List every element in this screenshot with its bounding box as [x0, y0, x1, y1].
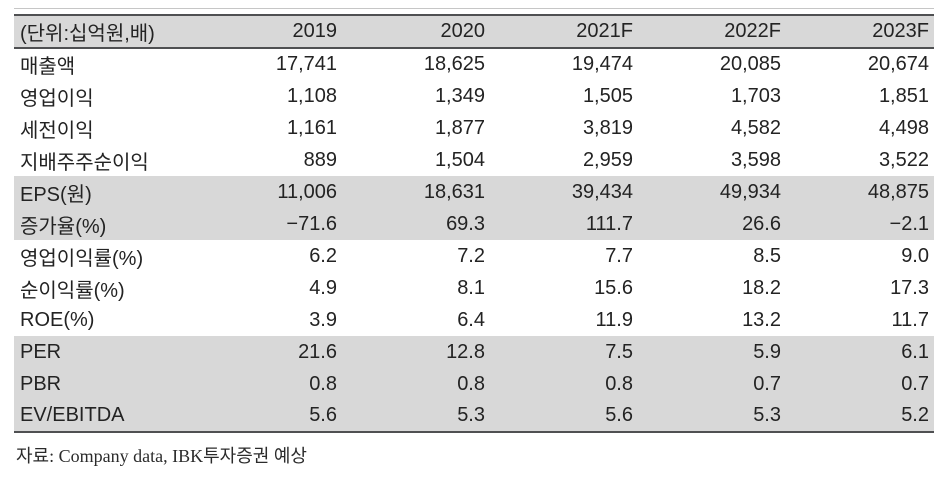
- cell-value: 21.6: [194, 336, 342, 368]
- table-row-operating-margin: 영업이익률(%) 6.2 7.2 7.7 8.5 9.0: [14, 240, 934, 272]
- cell-value: 6.4: [457, 308, 485, 331]
- cell-value: 5.6: [490, 400, 638, 432]
- table-row-pretax-profit: 세전이익 1,161 1,877 3,819 4,582 4,498: [14, 112, 934, 144]
- cell-value: 7.7: [605, 244, 633, 267]
- table-row-per: PER 21.6 12.8 7.5 5.9 6.1: [14, 336, 934, 368]
- year-header-2023f: 2023F: [786, 15, 934, 49]
- year-header-2022f: 2022F: [638, 15, 786, 49]
- cell-value: 1,349: [434, 84, 485, 107]
- cell-value: 12.8: [342, 336, 490, 368]
- cell-value: 5.6: [194, 400, 342, 432]
- row-label: 매출액: [20, 56, 76, 78]
- cell-value: 6.2: [309, 244, 337, 267]
- cell-value: 111.7: [490, 208, 638, 240]
- row-label: 영업이익률(%): [20, 247, 144, 270]
- cell-value: 9.0: [901, 244, 929, 267]
- cell-value: 5.3: [638, 400, 786, 432]
- cell-value: 889: [303, 148, 337, 171]
- row-label: 순이익률(%): [20, 279, 125, 302]
- table-row-ev-ebitda: EV/EBITDA 5.6 5.3 5.6 5.3 5.2: [14, 400, 934, 432]
- table-row-operating-profit: 영업이익 1,108 1,349 1,505 1,703 1,851: [14, 80, 934, 112]
- cell-value: 1,505: [582, 84, 633, 107]
- cell-value: 4,498: [878, 116, 929, 139]
- cell-value: 20,085: [719, 53, 781, 75]
- cell-value: 3,522: [878, 148, 929, 171]
- unit-label: (단위:십억원,배): [14, 15, 194, 49]
- top-thin-rule: [14, 8, 934, 9]
- row-label: PBR: [14, 368, 194, 400]
- cell-value: 11,006: [194, 176, 342, 208]
- cell-value: 1,161: [286, 116, 337, 139]
- row-label: 증가율(%): [14, 208, 194, 240]
- table-row-net-margin: 순이익률(%) 4.9 8.1 15.6 18.2 17.3: [14, 272, 934, 304]
- cell-value: 8.1: [457, 276, 485, 299]
- row-label: 지배주주순이익: [20, 151, 149, 174]
- cell-value: 0.8: [194, 368, 342, 400]
- year-header-2021f: 2021F: [490, 15, 638, 49]
- cell-value: 2,959: [582, 148, 633, 171]
- table-row-pbr: PBR 0.8 0.8 0.8 0.7 0.7: [14, 368, 934, 400]
- cell-value: 1,504: [434, 148, 485, 171]
- cell-value: 69.3: [342, 208, 490, 240]
- cell-value: 17.3: [890, 276, 929, 299]
- cell-value: 0.7: [638, 368, 786, 400]
- year-header-2020: 2020: [342, 15, 490, 49]
- row-label: 영업이익: [20, 87, 94, 110]
- cell-value: 49,934: [638, 176, 786, 208]
- cell-value: 0.8: [342, 368, 490, 400]
- cell-value: 5.2: [786, 400, 934, 432]
- cell-value: 39,434: [490, 176, 638, 208]
- cell-value: 5.9: [638, 336, 786, 368]
- cell-value: 18,625: [423, 53, 485, 75]
- cell-value: 17,741: [275, 53, 337, 75]
- cell-value: 6.1: [786, 336, 934, 368]
- cell-value: 1,877: [434, 116, 485, 139]
- cell-value: 5.3: [342, 400, 490, 432]
- cell-value: −2.1: [786, 208, 934, 240]
- cell-value: 11.9: [595, 308, 633, 331]
- row-label: EPS(원): [14, 176, 194, 208]
- cell-value: 7.5: [490, 336, 638, 368]
- table-row-eps: EPS(원) 11,006 18,631 39,434 49,934 48,87…: [14, 176, 934, 208]
- row-label: PER: [14, 336, 194, 368]
- table-row-revenue: 매출액 17,741 18,625 19,474 20,085 20,674: [14, 48, 934, 80]
- cell-value: 4,582: [730, 116, 781, 139]
- header-row: (단위:십억원,배) 2019 2020 2021F 2022F 2023F: [14, 15, 934, 49]
- cell-value: 19,474: [571, 53, 633, 75]
- cell-value: 3.9: [309, 308, 337, 331]
- cell-value: 0.7: [786, 368, 934, 400]
- cell-value: 1,108: [286, 84, 337, 107]
- table-row-eps-growth: 증가율(%) −71.6 69.3 111.7 26.6 −2.1: [14, 208, 934, 240]
- cell-value: 7.2: [457, 244, 485, 267]
- cell-value: 1,851: [878, 84, 929, 107]
- cell-value: 4.9: [309, 276, 337, 299]
- year-header-2019: 2019: [194, 15, 342, 49]
- cell-value: 18,631: [342, 176, 490, 208]
- cell-value: 3,819: [582, 116, 633, 139]
- cell-value: −71.6: [194, 208, 342, 240]
- cell-value: 20,674: [867, 53, 929, 75]
- row-label: 세전이익: [20, 119, 94, 142]
- cell-value: 3,598: [730, 148, 781, 171]
- row-label: EV/EBITDA: [14, 400, 194, 432]
- financial-estimates-table: (단위:십억원,배) 2019 2020 2021F 2022F 2023F 매…: [14, 14, 934, 433]
- cell-value: 48,875: [786, 176, 934, 208]
- cell-value: 13.2: [742, 308, 781, 331]
- cell-value: 0.8: [490, 368, 638, 400]
- row-label: ROE(%): [20, 308, 95, 331]
- cell-value: 26.6: [638, 208, 786, 240]
- source-note: 자료: Company data, IBK투자증권 예상: [16, 446, 307, 466]
- cell-value: 8.5: [753, 244, 781, 267]
- cell-value: 18.2: [742, 276, 781, 299]
- cell-value: 11.7: [891, 308, 929, 331]
- table-row-controlling-net-profit: 지배주주순이익 889 1,504 2,959 3,598 3,522: [14, 144, 934, 176]
- cell-value: 15.6: [594, 276, 633, 299]
- table-row-roe: ROE(%) 3.9 6.4 11.9 13.2 11.7: [14, 304, 934, 336]
- cell-value: 1,703: [730, 84, 781, 107]
